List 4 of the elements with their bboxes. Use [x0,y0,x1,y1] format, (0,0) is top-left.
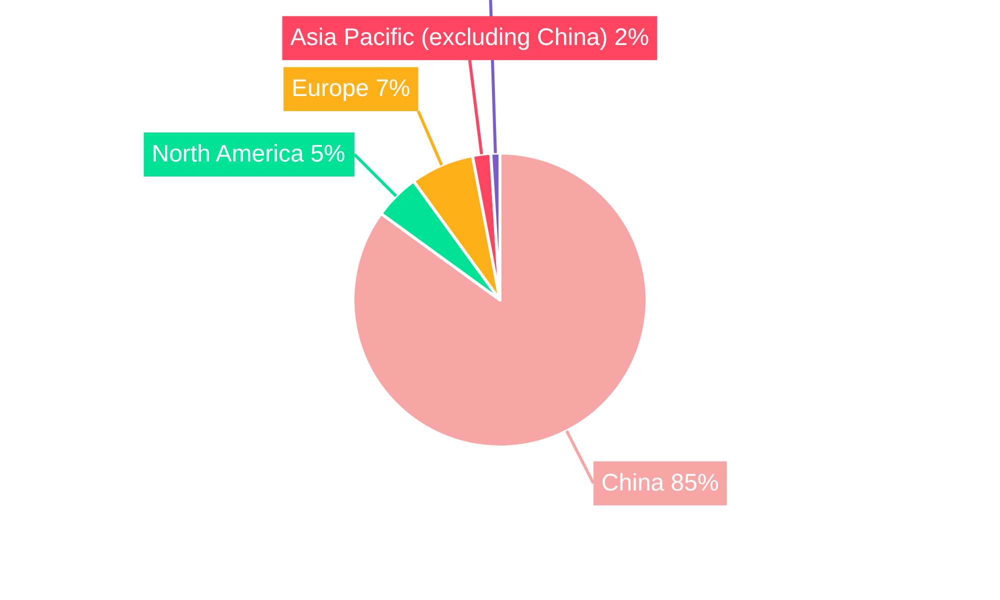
slice-label: Asia Pacific (excluding China) 2% [290,24,650,52]
slice-label: North America 5% [152,140,346,168]
slice-label: China 85% [601,469,719,496]
slice-label: Europe 7% [292,75,410,102]
